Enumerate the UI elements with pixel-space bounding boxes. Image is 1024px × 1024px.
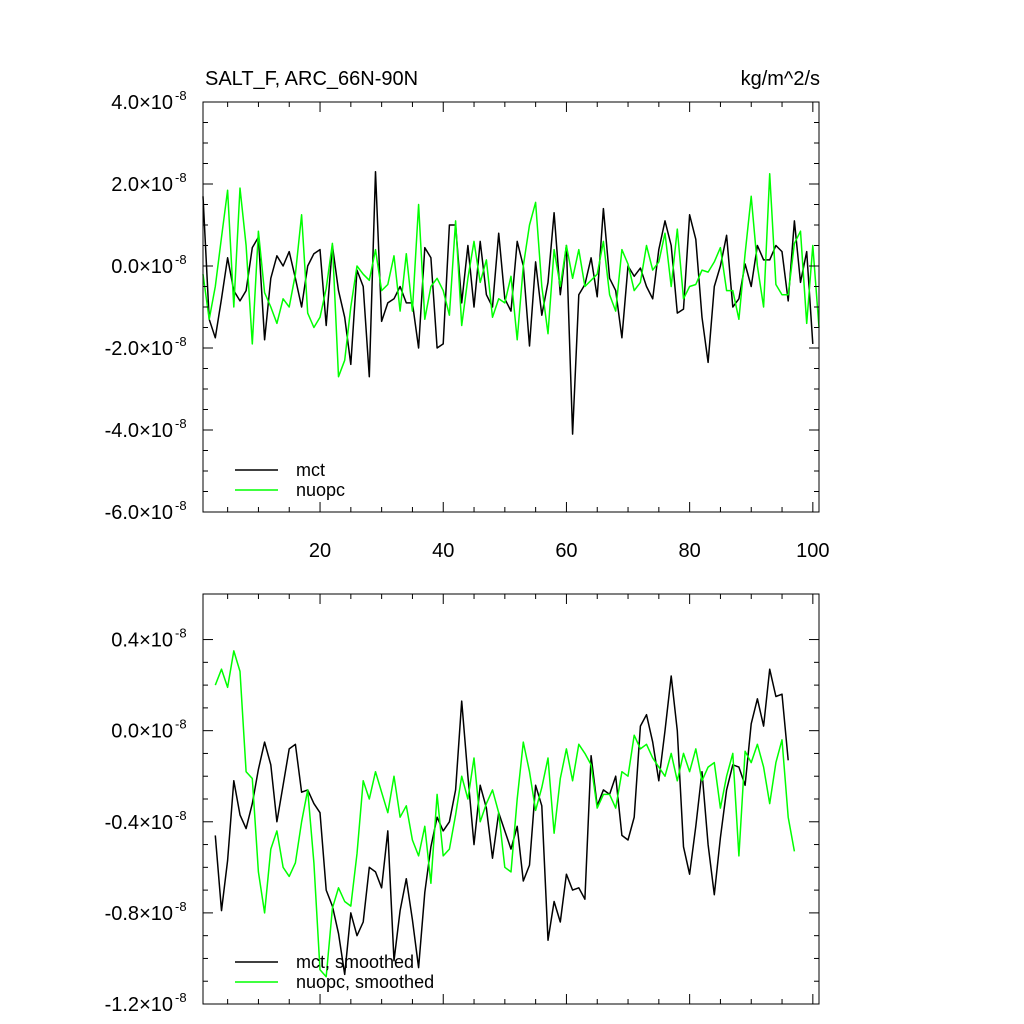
y-tick-times-ten: ×10 bbox=[139, 338, 173, 360]
y-tick-labels: 0.4×10 -80.0×10 -8-0.4×10 -8-0.8×10 -8-1.2×1… bbox=[105, 626, 187, 1016]
series-line-nuopc bbox=[214, 650, 796, 978]
y-tick-times-ten: ×10 bbox=[139, 256, 173, 278]
y-tick-exponent: -8 bbox=[175, 990, 187, 1005]
y-tick-times-ten: ×10 bbox=[139, 630, 173, 652]
units-label: kg/m^2/s bbox=[741, 68, 820, 90]
x-tick-label: 100 bbox=[796, 540, 829, 562]
y-tick-times-ten: ×10 bbox=[139, 812, 173, 834]
y-tick-mantissa: -0.4 bbox=[105, 812, 139, 834]
x-tick-labels: 20 40 60 80 100 bbox=[309, 540, 830, 562]
legend-label: nuopc bbox=[296, 480, 345, 500]
y-tick-mantissa: -1.2 bbox=[105, 994, 139, 1016]
legend-label: mct bbox=[296, 460, 325, 480]
y-tick-exponent: -8 bbox=[175, 88, 187, 103]
y-tick-exponent: -8 bbox=[175, 252, 187, 267]
series-line-nuopc bbox=[202, 173, 820, 378]
chart-title: SALT_F, ARC_66N-90N bbox=[205, 68, 418, 90]
y-tick-times-ten: ×10 bbox=[139, 502, 173, 524]
legend-label: mct, smoothed bbox=[296, 952, 414, 972]
y-tick-label: -6.0×10 bbox=[105, 502, 173, 524]
y-tick-times-ten: ×10 bbox=[139, 420, 173, 442]
y-tick-mantissa: 0.4 bbox=[111, 630, 139, 652]
y-tick-label: -0.4×10 bbox=[105, 812, 173, 834]
y-tick-label: -2.0×10 bbox=[105, 338, 173, 360]
tick-marks bbox=[203, 594, 819, 1005]
y-tick-labels: 4.0×10 -82.0×10 -80.0×10 -8-2.0×10 -8-4.0×10… bbox=[105, 88, 187, 524]
series-line-mct bbox=[202, 170, 814, 435]
y-tick-mantissa: -0.8 bbox=[105, 903, 139, 925]
y-tick-label: -1.2×10 bbox=[105, 994, 173, 1016]
x-tick-label: 80 bbox=[679, 540, 701, 562]
y-tick-mantissa: -4.0 bbox=[105, 420, 139, 442]
y-tick-label: -4.0×10 bbox=[105, 420, 173, 442]
y-tick-mantissa: 0.0 bbox=[111, 256, 139, 278]
y-tick-mantissa: 4.0 bbox=[111, 92, 139, 114]
y-tick-mantissa: 0.0 bbox=[111, 721, 139, 743]
y-tick-mantissa: 2.0 bbox=[111, 174, 139, 196]
y-tick-exponent: -8 bbox=[175, 170, 187, 185]
y-tick-mantissa: -6.0 bbox=[105, 502, 139, 524]
y-tick-exponent: -8 bbox=[175, 334, 187, 349]
y-tick-exponent: -8 bbox=[175, 416, 187, 431]
y-tick-label: 4.0×10 bbox=[111, 92, 173, 114]
y-tick-times-ten: ×10 bbox=[139, 903, 173, 925]
y-tick-times-ten: ×10 bbox=[139, 174, 173, 196]
top-panel: SALT_F, ARC_66N-90N kg/m^2/s 4.0×10 -82.0… bbox=[105, 68, 830, 562]
y-tick-exponent: -8 bbox=[175, 899, 187, 914]
plot-lines bbox=[202, 170, 820, 435]
y-tick-exponent: -8 bbox=[175, 626, 187, 641]
y-tick-times-ten: ×10 bbox=[139, 721, 173, 743]
y-tick-times-ten: ×10 bbox=[139, 92, 173, 114]
x-tick-label: 60 bbox=[555, 540, 577, 562]
bottom-panel: 0.4×10 -80.0×10 -8-0.4×10 -8-0.8×10 -8-1.2×1… bbox=[105, 593, 820, 1016]
y-tick-exponent: -8 bbox=[175, 717, 187, 732]
plot-frame bbox=[202, 593, 820, 1005]
y-tick-label: -0.8×10 bbox=[105, 903, 173, 925]
y-tick-label: 0.0×10 bbox=[111, 721, 173, 743]
plot-lines bbox=[214, 650, 796, 978]
y-tick-exponent: -8 bbox=[175, 808, 187, 823]
y-tick-label: 0.0×10 bbox=[111, 256, 173, 278]
x-tick-label: 20 bbox=[309, 540, 331, 562]
tick-marks bbox=[203, 101, 819, 513]
series-line-mct bbox=[214, 668, 789, 976]
y-tick-exponent: -8 bbox=[175, 498, 187, 513]
y-tick-label: 2.0×10 bbox=[111, 174, 173, 196]
x-tick-label: 40 bbox=[432, 540, 454, 562]
y-tick-times-ten: ×10 bbox=[139, 994, 173, 1016]
y-tick-mantissa: -2.0 bbox=[105, 338, 139, 360]
legend-label: nuopc, smoothed bbox=[296, 972, 434, 992]
y-tick-label: 0.4×10 bbox=[111, 630, 173, 652]
